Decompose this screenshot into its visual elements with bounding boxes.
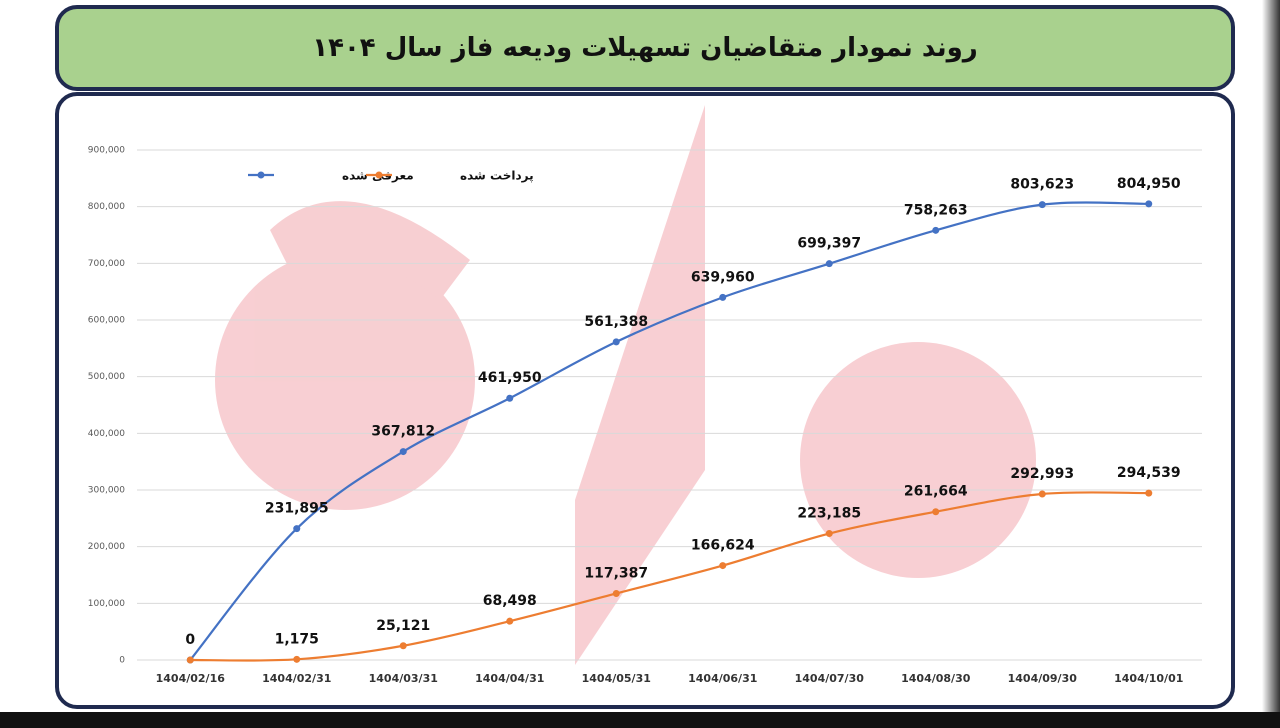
screen-edge — [0, 712, 1280, 728]
watermark — [215, 105, 1036, 665]
x-tick-label: 1404/09/30 — [1008, 672, 1078, 685]
data-label: 223,185 — [797, 506, 861, 522]
y-tick-label: 500,000 — [88, 372, 125, 382]
data-label: 803,623 — [1010, 177, 1074, 193]
data-point — [1145, 489, 1153, 497]
data-point — [932, 508, 940, 516]
data-label: 261,664 — [904, 484, 968, 500]
data-point — [612, 338, 620, 346]
x-tick-label: 1404/05/31 — [582, 672, 651, 685]
data-point — [506, 617, 514, 625]
data-label: 117,387 — [584, 565, 648, 581]
x-tick-label: 1404/02/16 — [156, 672, 226, 685]
x-tick-label: 1404/06/31 — [688, 672, 757, 685]
data-label: 639,960 — [691, 269, 755, 285]
data-label: 0 — [185, 632, 195, 648]
title-panel: روند نمودار متقاضیان تسهیلات ودیعه فاز س… — [55, 5, 1235, 91]
data-point — [612, 589, 620, 597]
data-label: 561,388 — [584, 314, 648, 330]
y-tick-label: 700,000 — [88, 259, 125, 269]
data-label: 292,993 — [1010, 466, 1074, 482]
data-point — [719, 562, 727, 570]
series-line — [190, 491, 1149, 662]
y-tick-label: 100,000 — [88, 599, 125, 609]
watermark-shape — [575, 105, 705, 665]
x-tick-label: 1404/08/30 — [901, 672, 971, 685]
x-tick-label: 1404/10/01 — [1114, 672, 1183, 685]
screen-edge — [1262, 0, 1280, 712]
x-tick-label: 1404/04/31 — [475, 672, 544, 685]
y-tick-label: 0 — [119, 656, 125, 666]
data-point — [825, 530, 833, 538]
data-label: 25,121 — [376, 618, 430, 634]
data-label: 461,950 — [478, 370, 542, 386]
chart-title: روند نمودار متقاضیان تسهیلات ودیعه فاز س… — [312, 33, 978, 63]
y-tick-label: 400,000 — [88, 429, 125, 439]
chart: 0 100,000 200,000 300,000 400,000 500,000 600,… — [88, 105, 1202, 685]
y-tick-label: 600,000 — [88, 316, 125, 326]
data-point — [1145, 200, 1153, 208]
data-label: 699,397 — [797, 236, 861, 252]
data-label: 68,498 — [483, 593, 537, 609]
x-tick-label: 1404/07/30 — [795, 672, 865, 685]
legend-swatch — [257, 171, 265, 179]
watermark-shape — [215, 250, 475, 510]
data-point — [1038, 201, 1046, 209]
data-label: 804,950 — [1117, 176, 1181, 192]
x-tick-label: 1404/03/31 — [369, 672, 438, 685]
watermark-shape — [800, 342, 1036, 578]
y-tick-label: 300,000 — [88, 486, 125, 496]
data-label: 1,175 — [275, 631, 319, 647]
data-point — [932, 226, 940, 234]
y-tick-label: 800,000 — [88, 202, 125, 212]
watermark-shape — [270, 201, 470, 300]
data-point — [293, 525, 301, 533]
legend-label: پرداخت شده — [460, 169, 534, 183]
legend-swatch — [375, 171, 383, 179]
data-label: 367,812 — [371, 424, 435, 440]
y-tick-label: 200,000 — [88, 542, 125, 552]
data-label: 166,624 — [691, 538, 755, 554]
series-line — [189, 201, 1149, 661]
data-point — [1038, 490, 1046, 498]
y-tick-label: 900,000 — [88, 146, 125, 156]
data-point — [719, 293, 727, 301]
data-point — [293, 655, 301, 663]
x-tick-label: 1404/02/31 — [262, 672, 331, 685]
data-label: 758,263 — [904, 202, 968, 218]
data-point — [399, 448, 407, 456]
data-point — [506, 394, 514, 402]
data-point — [399, 642, 407, 650]
data-point — [186, 656, 194, 664]
data-label: 294,539 — [1117, 465, 1181, 481]
data-label: 231,895 — [265, 501, 329, 517]
data-point — [825, 260, 833, 268]
